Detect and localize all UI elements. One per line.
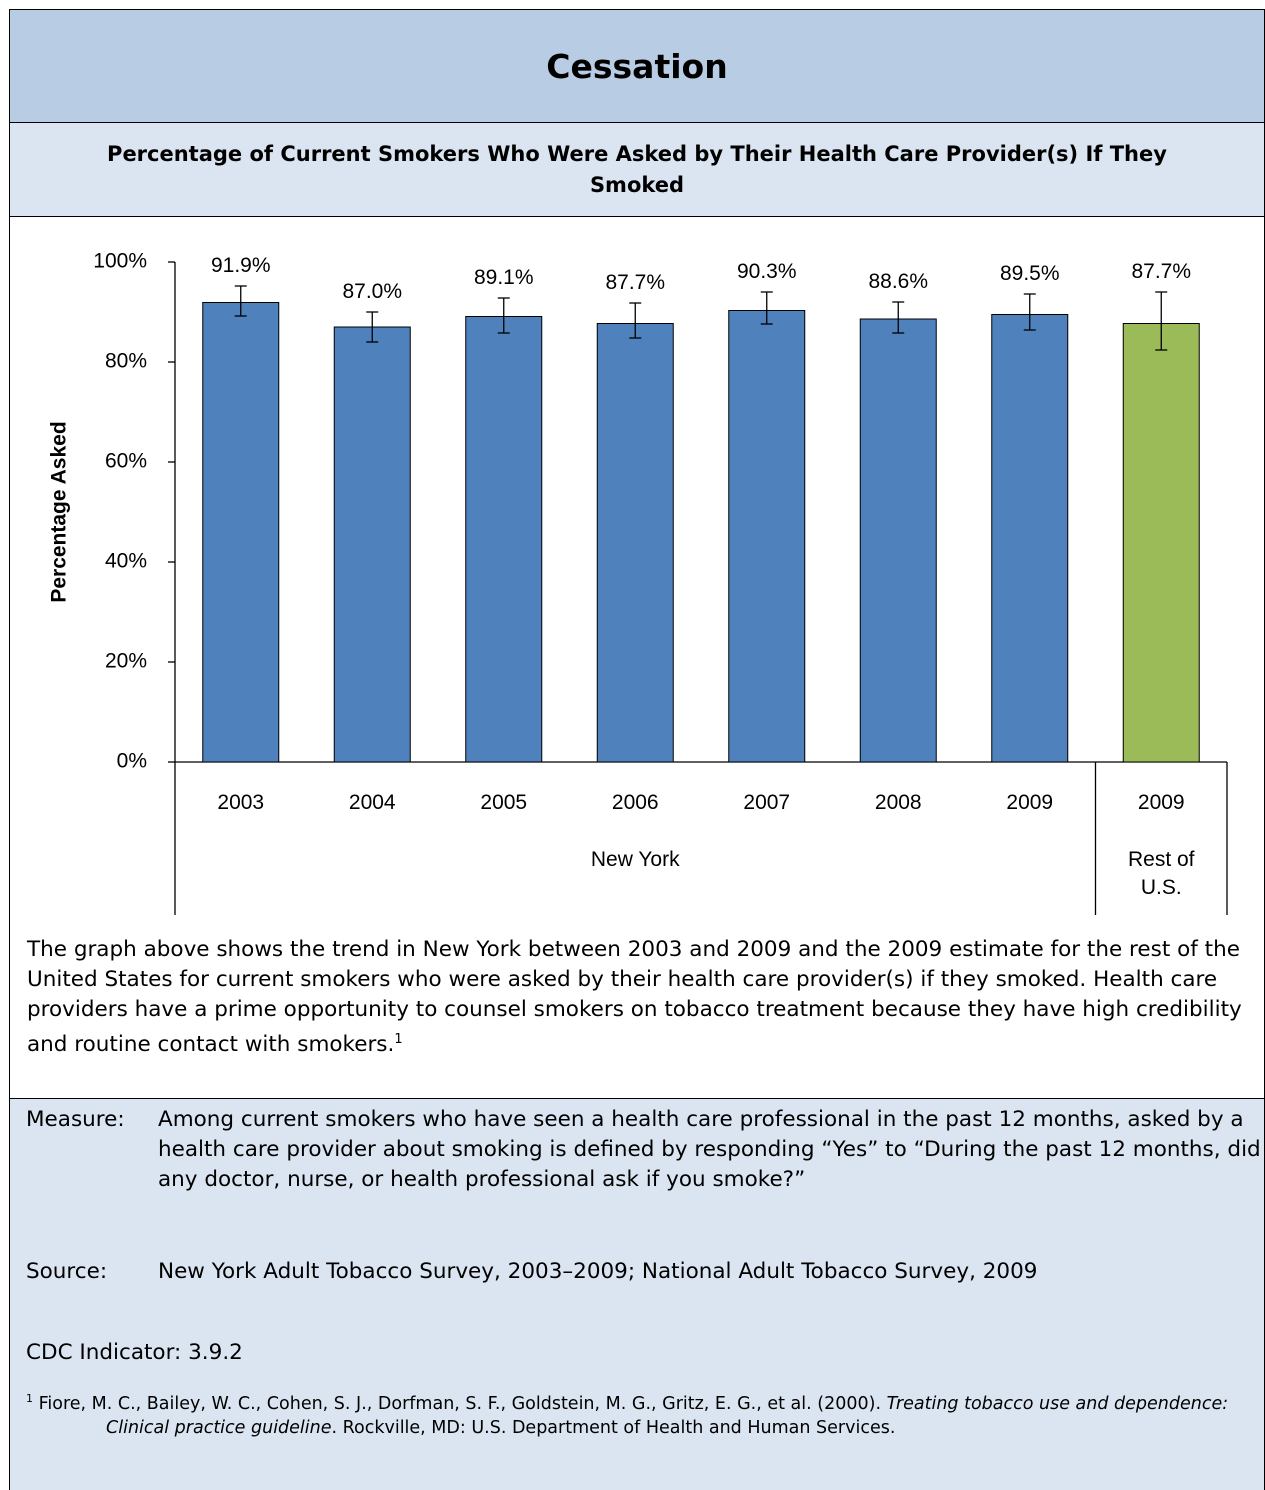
x-tick-label: 2007 (743, 791, 790, 814)
x-tick-label: 2005 (480, 791, 527, 814)
error-bar (366, 311, 379, 343)
header: Cessation (10, 10, 1264, 123)
bar (991, 314, 1069, 763)
data-label: 91.9% (211, 254, 271, 277)
measure: Measure: Among current smokers who have s… (26, 1105, 1261, 1195)
note-ref: 1 (394, 1032, 403, 1047)
x-tick-label: 2008 (875, 791, 922, 814)
error-bar (1023, 293, 1036, 331)
description: The graph above shows the trend in New Y… (27, 935, 1252, 1060)
y-axis-title: Percentage Asked (48, 421, 71, 602)
footnote-title: Treating tobacco use and dependence: Cli… (106, 1393, 1229, 1438)
bar (333, 326, 411, 763)
footnote: 1 Fiore, M. C., Bailey, W. C., Cohen, S.… (26, 1387, 1241, 1440)
notes: Measure: Among current smokers who have s… (10, 1098, 1264, 1490)
measure-text: Among current smokers who have seen a he… (158, 1107, 1261, 1192)
x-tick-label: 2004 (349, 791, 396, 814)
footnote-authors: Fiore, M. C., Bailey, W. C., Cohen, S. J… (38, 1393, 882, 1414)
y-tick-label: 20% (105, 650, 147, 673)
subtitle: Percentage of Current Smokers Who Were A… (10, 123, 1264, 217)
source-text: New York Adult Tobacco Survey, 2003–2009… (158, 1259, 1038, 1284)
x-tick-label: 2009 (1006, 791, 1053, 814)
source: Source: New York Adult Tobacco Survey, 20… (26, 1257, 1261, 1287)
page: Cessation Percentage of Current Smokers … (9, 9, 1265, 1490)
chart: 0% 20% 40% 60% 80% 100% Percentage Asked 2003 91… (48, 250, 1228, 915)
y-tick-label: 60% (105, 450, 147, 473)
y-tick-label: 100% (93, 250, 147, 273)
data-label: 87.0% (342, 280, 402, 303)
indicator: CDC Indicator: 3.9.2 (26, 1340, 243, 1365)
y-tick-label: 80% (105, 350, 147, 373)
bar (859, 318, 937, 763)
error-bar (892, 301, 905, 334)
y-tick-label: 40% (105, 550, 147, 573)
x-tick-label: 2006 (612, 791, 659, 814)
data-label: 87.7% (605, 271, 665, 294)
footnote-marker: 1 (26, 1392, 33, 1405)
data-label: 89.1% (474, 266, 534, 289)
data-label: 88.6% (868, 270, 928, 293)
subtitle-text: Percentage of Current Smokers Who Were A… (107, 141, 1167, 197)
source-label: Source: (26, 1259, 108, 1284)
bar (728, 310, 806, 763)
x-tick-label: 2003 (217, 791, 264, 814)
data-label: 87.7% (1131, 260, 1191, 283)
error-bar (497, 297, 510, 334)
chart-area: 0% 20% 40% 60% 80% 100% Percentage Asked 2003 91… (10, 217, 1264, 922)
group-label: New York (590, 848, 680, 871)
error-bar (760, 291, 773, 325)
bar (596, 323, 674, 763)
footnote-rest: . Rockville, MD: U.S. Department of Heal… (331, 1417, 896, 1438)
bar (202, 302, 280, 763)
group-label: Rest of U.S. (1127, 848, 1195, 899)
x-tick-label: 2009 (1138, 791, 1185, 814)
bar (465, 316, 543, 763)
title: Cessation (546, 46, 728, 86)
bar (1122, 323, 1200, 763)
y-tick-label: 0% (117, 750, 147, 773)
data-label: 90.3% (737, 260, 797, 283)
error-bar (1155, 291, 1168, 351)
measure-label: Measure: (26, 1107, 125, 1132)
error-bar (629, 302, 642, 339)
error-bar (234, 285, 247, 317)
data-label: 89.5% (1000, 262, 1060, 285)
description-text: The graph above shows the trend in New Y… (27, 937, 1242, 1058)
